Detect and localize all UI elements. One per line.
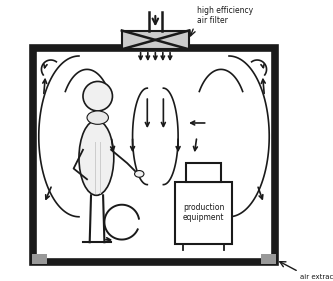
Bar	[122, 31, 189, 49]
Ellipse shape	[79, 120, 114, 195]
Bar	[32, 254, 47, 264]
Bar	[186, 163, 221, 182]
Bar	[33, 48, 275, 262]
Bar	[175, 182, 232, 244]
Bar	[261, 254, 276, 264]
Ellipse shape	[87, 111, 109, 124]
Circle shape	[83, 81, 113, 111]
Text: production
equipment: production equipment	[183, 203, 224, 223]
Ellipse shape	[135, 171, 144, 177]
Text: air extract: air extract	[300, 274, 333, 280]
Text: high efficiency
air filter: high efficiency air filter	[197, 6, 253, 25]
